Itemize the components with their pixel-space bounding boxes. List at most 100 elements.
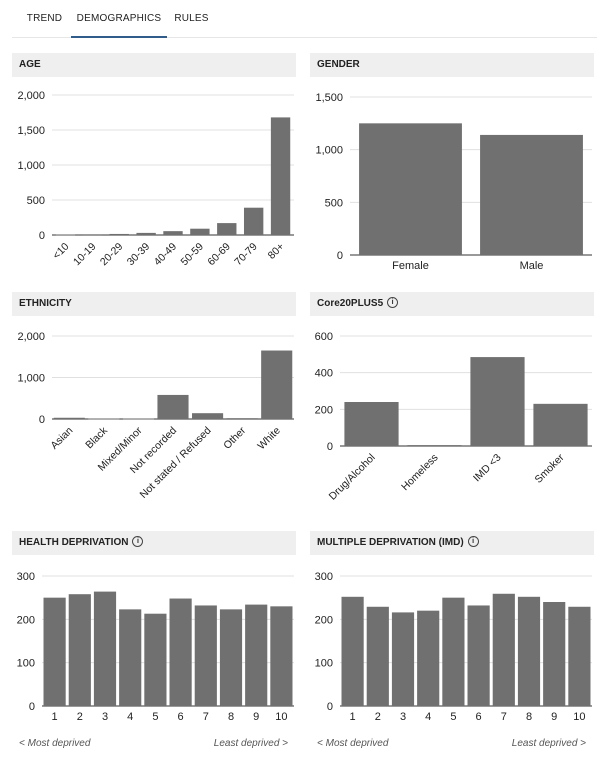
bar[interactable] [467,605,490,706]
x-tick-label: 10-19 [71,241,99,269]
bar[interactable] [261,350,293,419]
x-tick-label: Female [392,260,429,272]
bar[interactable] [144,613,167,706]
y-tick-label: 600 [315,331,333,343]
bar[interactable] [93,591,117,706]
bar[interactable] [226,418,258,419]
bar[interactable] [136,232,156,235]
bar[interactable] [219,609,243,706]
x-tick-label: White [255,425,283,453]
x-tick-label: 9 [551,711,557,723]
gender-title: GENDER [317,59,360,70]
tab-trend[interactable]: TREND [26,13,63,24]
x-tick-label: Drug/Alcohol [327,452,378,503]
tab-rules[interactable]: RULES [174,13,209,24]
x-tick-label: Smoker [533,451,567,485]
bar[interactable] [359,123,462,255]
bar[interactable] [194,605,217,706]
x-tick-label: 3 [400,711,406,723]
x-tick-label: 80+ [266,241,287,262]
bar[interactable] [492,593,515,706]
bar[interactable] [407,445,462,446]
bar[interactable] [517,596,541,706]
age-chart: 0 500 1,000 1,500 2,000 <10 10-19 20-29 30-39 40-… [17,90,294,269]
bar[interactable] [543,602,566,706]
x-tick-label: Homeless [399,452,440,493]
core20-panel-header: Core20PLUS5 i [310,292,594,316]
bar[interactable] [55,234,76,236]
most-deprived-label: < Most deprived [19,738,91,749]
y-tick-label: 100 [315,658,333,670]
bar[interactable] [243,207,264,235]
tab-demographics[interactable]: DEMOGRAPHICS [71,0,167,38]
ethnicity-panel-header: ETHNICITY [12,292,296,316]
x-tick-label: 20-29 [98,241,126,269]
bar[interactable] [417,610,440,706]
bar[interactable] [190,228,210,235]
y-tick-label: 200 [315,614,333,626]
bar[interactable] [157,394,189,419]
y-tick-label: 300 [17,571,35,583]
bar[interactable] [68,594,91,706]
health-panel-header: HEALTH DEPRIVATION i [12,531,296,555]
x-tick-label: 8 [228,711,234,723]
y-tick-label: 1,500 [17,125,45,137]
y-tick-label: 100 [17,658,35,670]
info-icon[interactable]: i [387,296,399,308]
x-tick-label: 4 [425,711,431,723]
bar[interactable] [366,606,389,706]
bar[interactable] [169,598,192,706]
bar[interactable] [192,413,224,419]
x-tick-label: Asian [48,425,75,452]
bar[interactable] [568,606,591,706]
bar[interactable] [533,403,588,446]
bar[interactable] [470,357,525,446]
x-tick-label: 7 [203,711,209,723]
imd-panel: MULTIPLE DEPRIVATION (IMD) i 0 100 200 300 1 2… [310,531,594,756]
age-panel-header: AGE [12,53,296,77]
bar[interactable] [43,597,66,706]
bar[interactable] [53,417,85,419]
bar[interactable] [344,402,399,446]
x-tick-label: 9 [253,711,259,723]
bar[interactable] [270,117,291,235]
bar[interactable] [163,231,183,235]
bar[interactable] [119,609,142,706]
bar[interactable] [391,612,415,706]
gender-panel: GENDER 0 500 1,000 1,500 Female Male [310,53,594,283]
y-tick-label: 2,000 [17,90,45,102]
info-icon[interactable]: i [467,535,479,547]
info-icon[interactable]: i [132,535,144,547]
bar[interactable] [270,606,293,706]
bar[interactable] [82,234,103,236]
most-deprived-label: < Most deprived [317,738,389,749]
bar[interactable] [109,233,129,235]
core20-chart: 0 200 400 600 Drug/Alcohol Homeless IMD <3 Smok… [315,331,592,503]
bar[interactable] [245,604,268,706]
x-tick-label: 1 [52,711,58,723]
x-tick-label: 8 [526,711,532,723]
x-tick-label: <10 [50,241,71,262]
y-tick-label: 200 [17,614,35,626]
bar[interactable] [480,134,583,255]
x-tick-label: IMD <3 [471,452,504,485]
tab-bar: TREND DEMOGRAPHICS RULES [12,0,597,38]
y-tick-label: 0 [337,250,343,262]
y-tick-label: 0 [39,230,45,242]
bar[interactable] [341,596,364,706]
x-tick-label: Black [83,424,110,451]
x-tick-label: 10 [275,711,287,723]
x-tick-label: 10 [573,711,585,723]
health-chart: 0 100 200 300 1 2 3 4 5 6 7 8 9 10 [17,571,294,723]
bar[interactable] [442,597,465,706]
imd-panel-header: MULTIPLE DEPRIVATION (IMD) i [310,531,594,555]
bar[interactable] [122,418,154,420]
bar[interactable] [217,223,237,235]
x-tick-label: Other [221,424,248,451]
x-tick-label: 6 [178,711,184,723]
y-tick-label: 1,500 [315,92,343,104]
x-tick-label: 30-39 [125,241,153,269]
bar[interactable] [88,418,120,420]
y-tick-label: 2,000 [17,331,45,343]
